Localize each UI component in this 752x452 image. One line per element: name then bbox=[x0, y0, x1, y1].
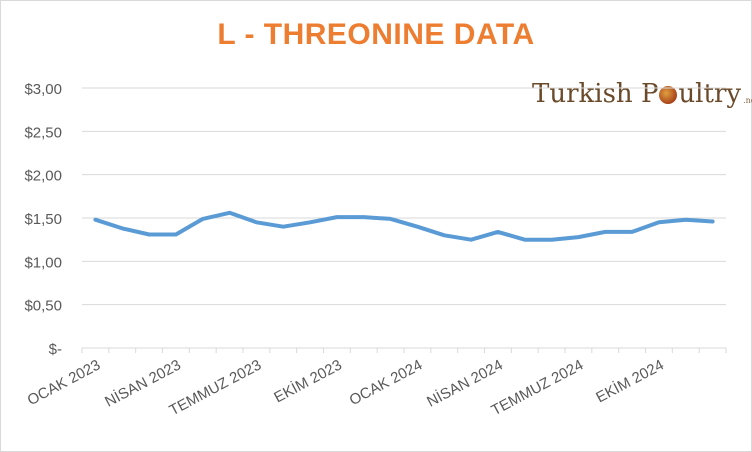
x-tick-label: OCAK 2024 bbox=[347, 357, 426, 410]
y-tick-label: $0,50 bbox=[24, 298, 62, 315]
turkish-poultry-logo: Turkish P ultry.net bbox=[532, 74, 752, 114]
gridlines bbox=[82, 87, 726, 306]
y-tick-label: $1,50 bbox=[24, 211, 62, 228]
logo-text-b: ultry bbox=[678, 79, 742, 109]
logo-text-c: .net bbox=[743, 95, 752, 105]
x-tick-label: EKİM 2024 bbox=[593, 356, 667, 407]
y-tick-label: $2,50 bbox=[24, 124, 62, 141]
series-line bbox=[93, 210, 715, 242]
chart-title: L - THREONINE DATA bbox=[217, 18, 535, 51]
y-tick-label: $2,00 bbox=[24, 168, 62, 185]
x-tick-label: TEMMUZ 2024 bbox=[489, 357, 587, 420]
x-axis-tick-marks bbox=[81, 348, 727, 353]
logo-text-a: Turkish P bbox=[532, 79, 659, 109]
y-tick-label: $3,00 bbox=[24, 81, 62, 98]
y-axis-ticks: $3,00 $2,50 $2,00 $1,50 $1,00 $0,50 $- bbox=[24, 81, 62, 358]
x-tick-label: TEMMUZ 2023 bbox=[167, 357, 265, 420]
y-tick-label: $- bbox=[49, 341, 62, 358]
y-tick-label: $1,00 bbox=[24, 254, 62, 271]
logo-egg-icon bbox=[659, 86, 678, 104]
x-tick-label: EKİM 2023 bbox=[271, 356, 345, 407]
x-tick-label: OCAK 2023 bbox=[25, 357, 104, 410]
